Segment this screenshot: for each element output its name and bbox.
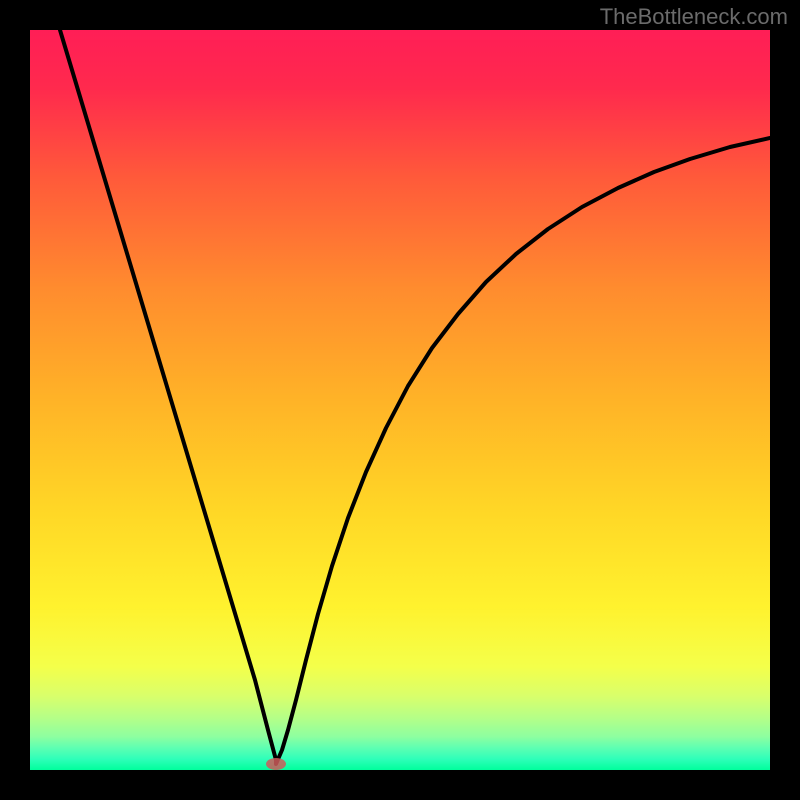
watermark-text: TheBottleneck.com — [600, 4, 788, 30]
background-gradient — [30, 30, 770, 770]
chart-frame: TheBottleneck.com — [0, 0, 800, 800]
plot-area — [30, 30, 770, 770]
